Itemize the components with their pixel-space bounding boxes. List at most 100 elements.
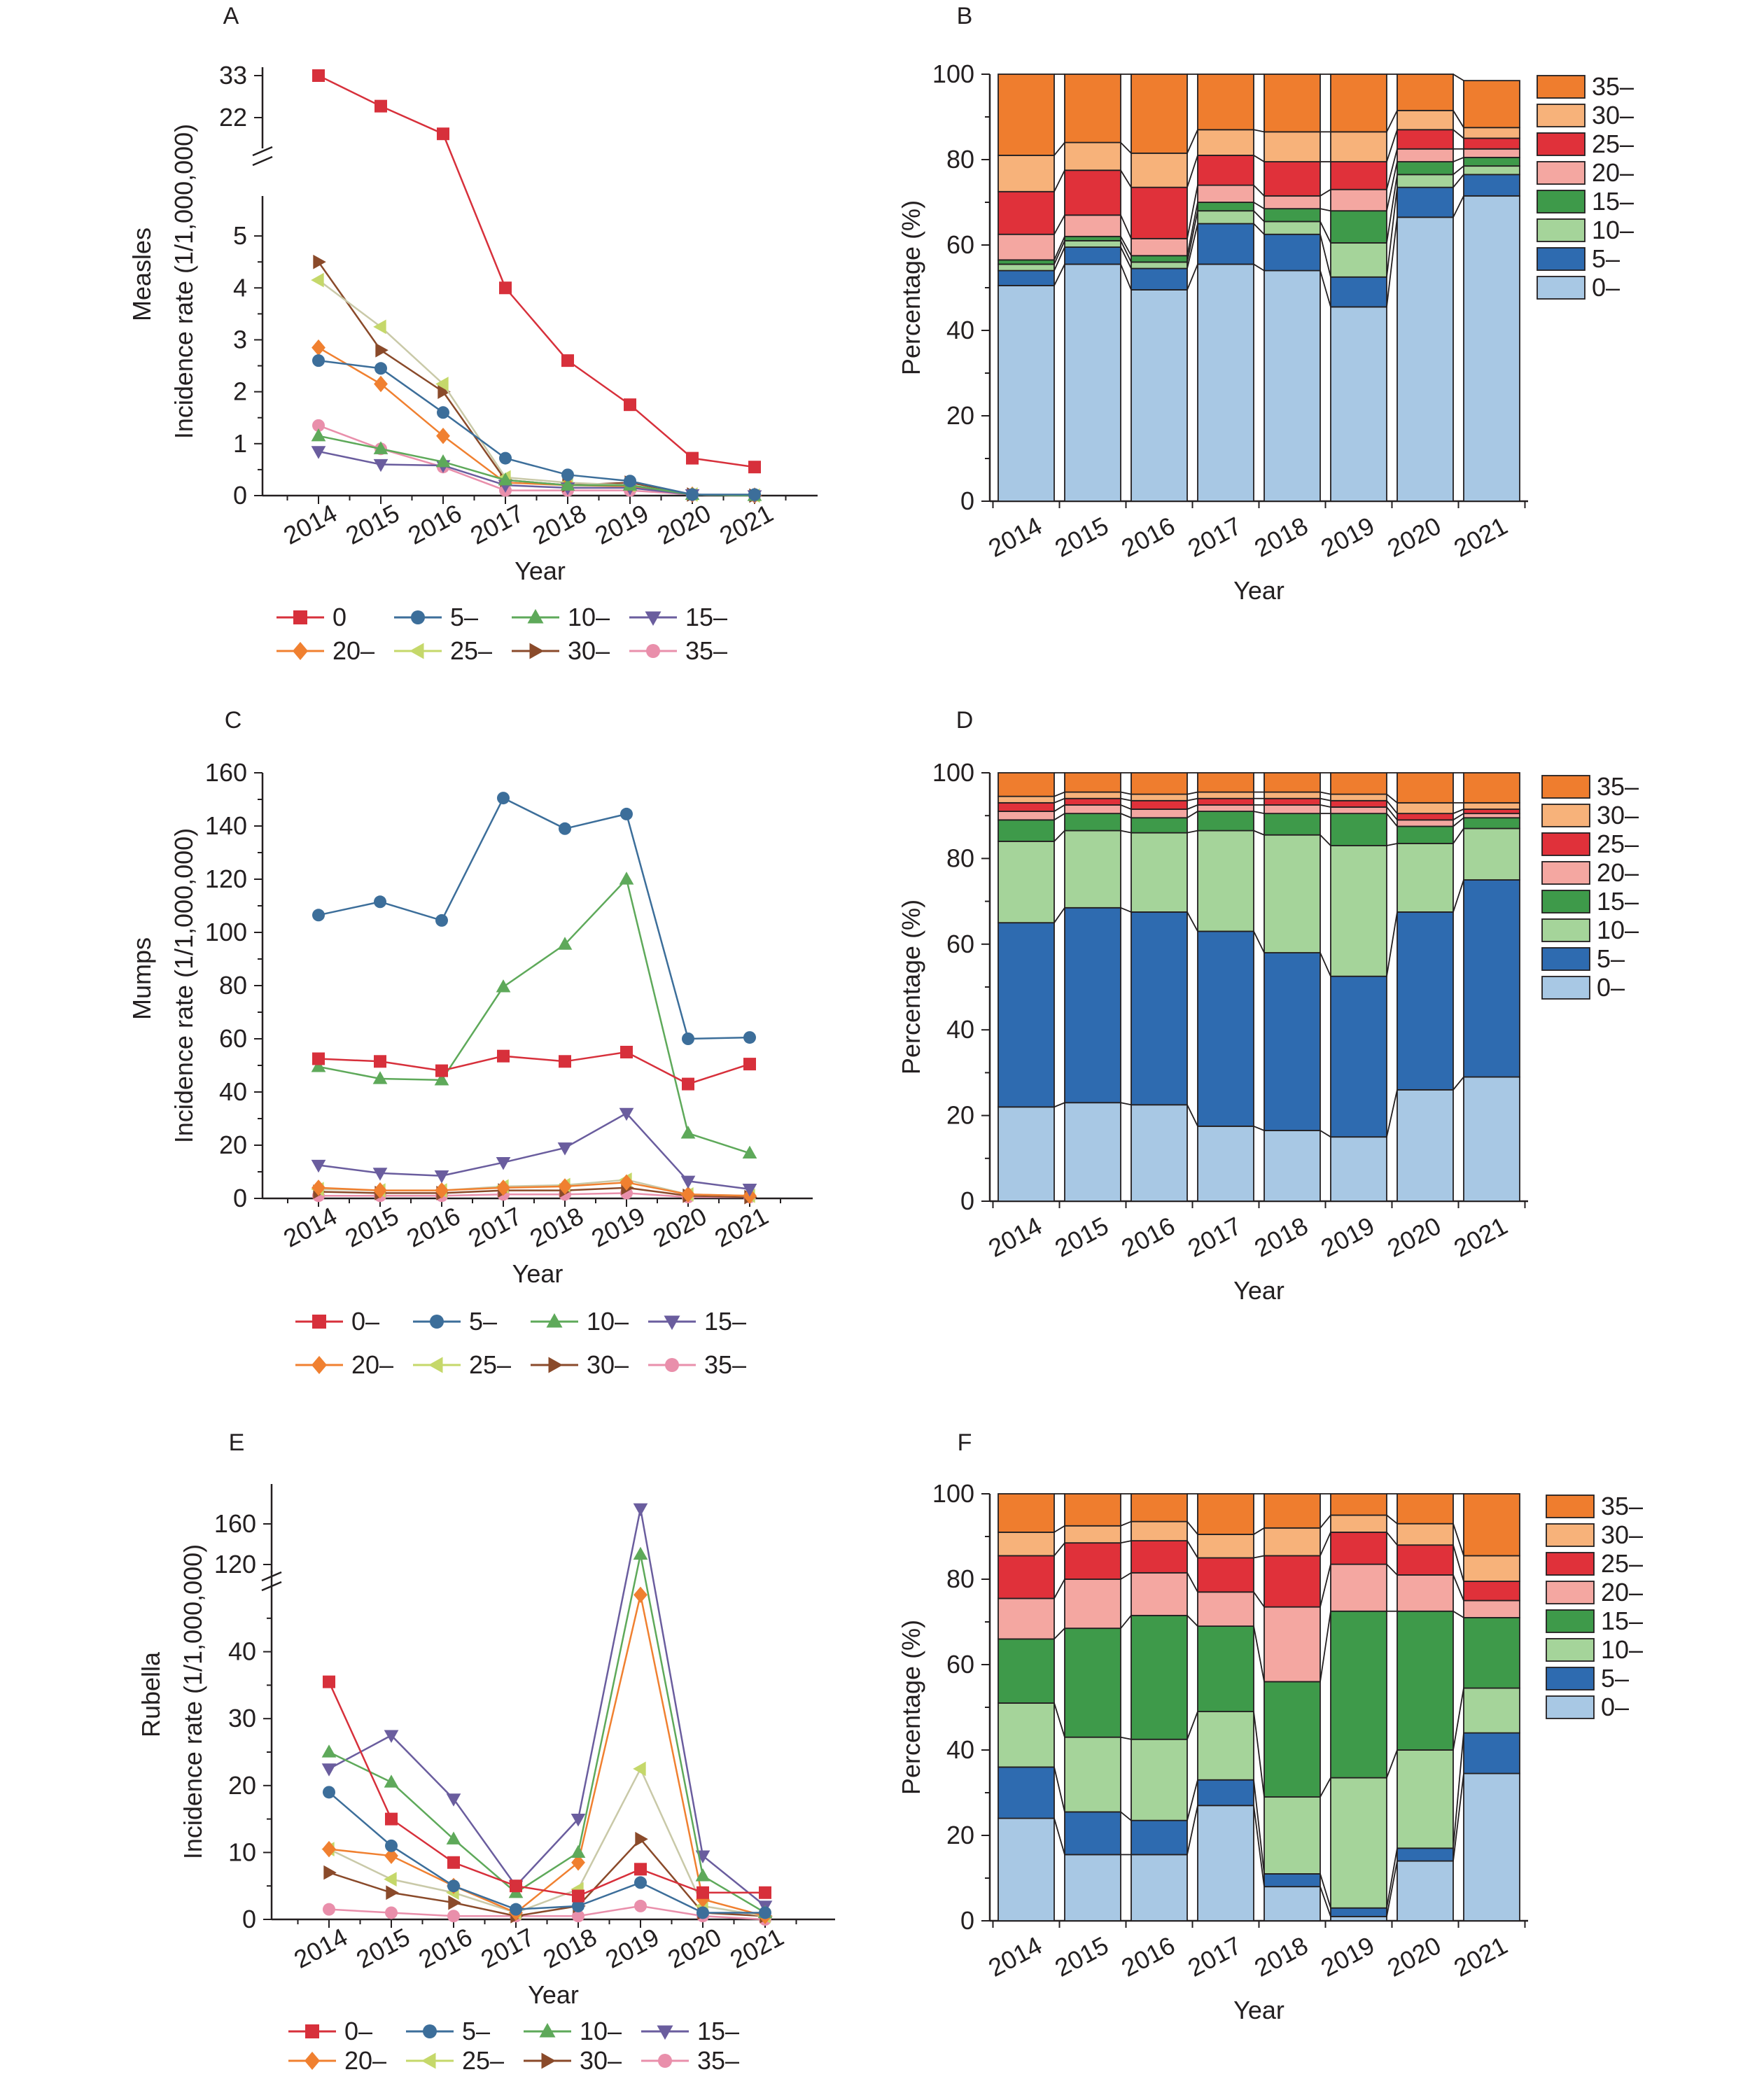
bar-segment xyxy=(1197,210,1254,225)
x-axis-title: Year xyxy=(1233,576,1284,605)
point xyxy=(680,1126,696,1139)
point xyxy=(624,475,636,488)
legend-label: 15– xyxy=(1597,887,1639,916)
legend-label: 5– xyxy=(1597,944,1625,973)
connector-line xyxy=(1054,1542,1065,1557)
bar-segment xyxy=(1463,802,1520,810)
legend-label: 15– xyxy=(1592,187,1634,216)
point xyxy=(645,611,662,626)
legend-swatch xyxy=(1536,104,1586,127)
bar-segment xyxy=(1330,772,1387,795)
legend-swatch xyxy=(1546,1552,1595,1576)
connector-line xyxy=(1054,813,1065,821)
bar-segment xyxy=(1197,1591,1254,1628)
bar-segment xyxy=(997,795,1055,804)
bar-segment xyxy=(1264,791,1321,799)
x-tick-label: 2016 xyxy=(1116,511,1180,563)
bar-segment xyxy=(1396,1610,1454,1751)
legend-item: 5– xyxy=(394,603,478,631)
point xyxy=(646,644,660,658)
point xyxy=(312,354,325,368)
bar-segment xyxy=(997,1817,1055,1921)
legend-item: 10– xyxy=(531,1307,629,1336)
bar-segment xyxy=(1130,832,1188,913)
connector-line xyxy=(1386,110,1398,132)
x-tick-label: 2021 xyxy=(710,1201,773,1253)
bar-segment xyxy=(1330,242,1387,278)
y-axis-title: Incidence rate (1/1,000,000) xyxy=(169,828,198,1143)
point xyxy=(312,909,325,922)
legend-item: 35– xyxy=(641,2046,739,2075)
legend-item: 15– xyxy=(641,2017,739,2045)
bar-segment xyxy=(1264,804,1321,815)
point xyxy=(633,1503,648,1517)
row-label: Rubella xyxy=(136,1651,165,1737)
bar-segment xyxy=(1064,1578,1121,1630)
bar-segment xyxy=(1064,169,1121,216)
series-15 xyxy=(311,1107,757,1197)
legend: 0 5– 10– 15– 20– 25– 30– 35– xyxy=(276,603,727,665)
connector-line xyxy=(1054,214,1065,235)
point xyxy=(541,2052,556,2069)
bar-segment xyxy=(997,263,1055,272)
legend-item: 30– xyxy=(1546,1520,1643,1549)
connector-line xyxy=(1186,1779,1198,1821)
point xyxy=(373,1182,387,1199)
bar-segment xyxy=(1197,930,1254,1127)
bar-segment xyxy=(1130,74,1188,154)
series-line xyxy=(328,1767,766,1917)
legend-item: 20– xyxy=(1541,858,1639,887)
point xyxy=(546,1313,563,1328)
series-line xyxy=(318,1112,750,1190)
legend-label: 15– xyxy=(704,1307,746,1336)
point xyxy=(321,1744,337,1758)
bar-segment xyxy=(1264,220,1321,235)
connector-line xyxy=(1386,174,1398,244)
point xyxy=(529,643,544,659)
y-tick-label: 3 xyxy=(233,325,247,354)
bar-segment xyxy=(1330,1493,1387,1516)
connector-line xyxy=(1120,214,1132,239)
legend-label: 20– xyxy=(332,636,374,665)
legend-item: 20– xyxy=(1536,158,1634,187)
y-axis-title: Percentage (%) xyxy=(897,899,925,1074)
legend-label: 20– xyxy=(1592,158,1634,187)
bar-segment xyxy=(1330,1514,1387,1533)
x-tick-label: 2019 xyxy=(1316,511,1379,563)
legend-item: 0 xyxy=(276,603,346,631)
bar-segment xyxy=(1197,263,1254,502)
connector-line xyxy=(1120,141,1132,154)
panel-letter: B xyxy=(957,3,973,29)
x-tick-label: 2020 xyxy=(648,1201,711,1253)
axis-break-mark xyxy=(261,1571,282,1582)
point xyxy=(374,99,387,113)
point xyxy=(510,1879,522,1893)
legend-swatch xyxy=(1541,775,1590,799)
legend-label: 20– xyxy=(1597,858,1639,887)
bar-segment xyxy=(1463,1493,1520,1557)
x-tick-label: 2014 xyxy=(983,1211,1046,1263)
legend-item: 25– xyxy=(1536,130,1634,158)
series-line xyxy=(328,1837,766,1917)
y-tick-label: 40 xyxy=(946,316,974,344)
legend-label: 25– xyxy=(1592,130,1634,158)
point xyxy=(435,454,451,468)
bar-segment xyxy=(1064,791,1121,799)
bar-segment xyxy=(1396,1847,1454,1862)
bar-segment xyxy=(1264,131,1321,162)
bar-segment xyxy=(1130,799,1188,810)
y-tick-label: 160 xyxy=(205,758,247,787)
point xyxy=(312,1052,325,1065)
legend-label: 5– xyxy=(1592,244,1620,273)
bar-segment xyxy=(1330,793,1387,802)
y-tick-label: 60 xyxy=(946,230,974,259)
series-line xyxy=(328,1595,766,1917)
bar-segment xyxy=(1197,772,1254,793)
point xyxy=(386,1885,399,1900)
y-axis-title: Percentage (%) xyxy=(897,1620,925,1795)
y-tick-label: 160 xyxy=(214,1509,256,1538)
bar-segment xyxy=(997,1702,1055,1768)
point xyxy=(558,1178,572,1195)
